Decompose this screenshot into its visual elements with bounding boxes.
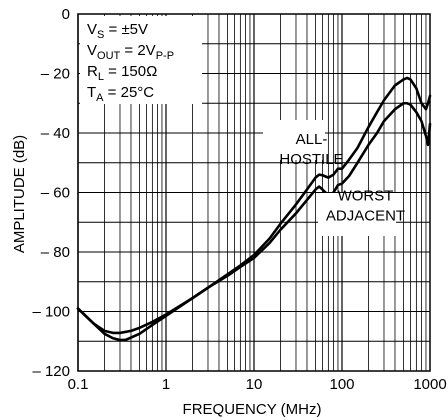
x-tick-label: 1: [162, 376, 170, 393]
x-tick-label: 1000: [413, 376, 446, 393]
series-label-2: ADJACENT: [326, 207, 405, 224]
y-tick-label: – 60: [41, 185, 70, 202]
series-line-1: [76, 76, 432, 335]
y-tick-label: – 20: [41, 66, 70, 83]
label-background: [263, 120, 325, 160]
conditions-background: [80, 16, 202, 104]
y-tick-label: 0: [62, 6, 70, 23]
y-axis-title: AMPLITUDE (dB): [11, 135, 28, 253]
series-line-2: [76, 101, 432, 342]
label-background: [318, 193, 396, 236]
tick-labels: 0.1 1 10 100 1000 0 – 20 – 40 – 60 – 80 – 100 – 120: [32, 6, 446, 393]
x-tick-label: 0.1: [68, 376, 89, 393]
y-tick-label: – 40: [41, 125, 70, 142]
condition-line: TA = 25°C: [87, 84, 154, 104]
series-label-2: WORST: [338, 187, 394, 204]
series-labels: ALL- HOSTILE WORST ADJACENT: [263, 120, 405, 236]
condition-line: VOUT = 2VP-P: [87, 42, 174, 62]
y-tick-label: – 80: [41, 244, 70, 261]
x-axis-title: FREQUENCY (MHz): [183, 401, 322, 418]
series-label-1: ALL-: [296, 131, 328, 148]
condition-line: RL = 150Ω: [87, 63, 157, 83]
plot-frame: [77, 13, 431, 372]
condition-line: VS = ±5V: [87, 21, 148, 41]
x-tick-label: 100: [329, 376, 354, 393]
y-tick-label: – 120: [32, 363, 70, 380]
x-tick-label: 10: [246, 376, 263, 393]
series-label-1: HOSTILE: [279, 151, 343, 168]
y-tick-label: – 100: [32, 304, 70, 321]
plot-lines: [76, 76, 432, 342]
